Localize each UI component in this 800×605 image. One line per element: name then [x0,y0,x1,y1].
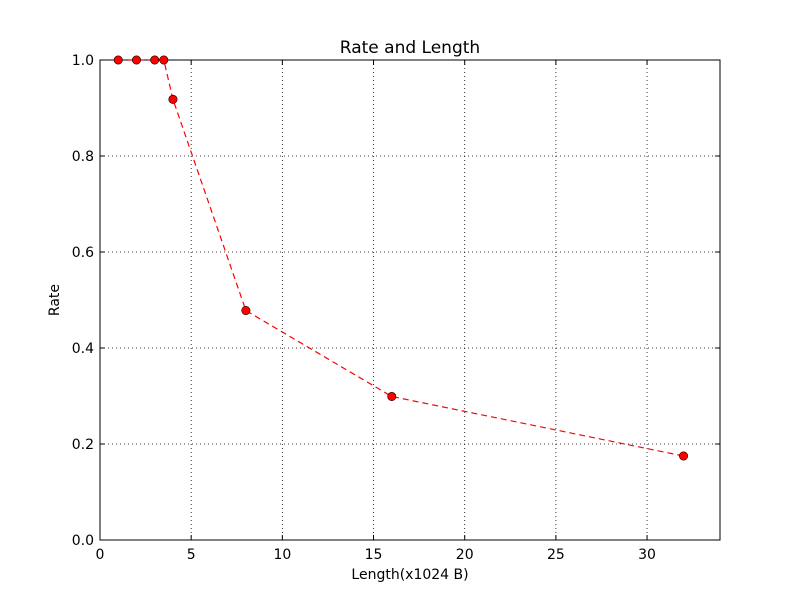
x-tick-label: 5 [187,547,196,563]
series-group [113,55,689,461]
x-tick-label: 20 [456,547,474,563]
x-tick-label: 15 [365,547,383,563]
plot-area [99,59,721,541]
data-point [159,55,169,65]
y-tick-label: 0.4 [72,341,94,357]
x-tick-label: 0 [96,547,105,563]
data-point [241,306,251,316]
x-tick-label: 10 [273,547,291,563]
ticks: 0 5 10 15 20 25 30 0.0 0.2 0.4 0.6 0.8 1.0 [72,53,720,563]
data-point [387,391,397,401]
data-point [679,451,689,461]
y-tick-label: 0.0 [72,533,94,549]
chart-title: Rate and Length [340,38,480,58]
data-point [131,55,141,65]
data-point [150,55,160,65]
grid [100,60,720,540]
x-tick-label: 30 [638,547,656,563]
data-point [113,55,123,65]
x-tick-label: 25 [547,547,565,563]
y-axis-label: Rate [47,284,63,316]
y-tick-label: 0.6 [72,245,94,261]
series-line [118,59,684,457]
data-point [168,94,178,104]
y-tick-label: 0.2 [72,437,94,453]
y-tick-label: 0.8 [72,149,94,165]
y-tick-label: 1.0 [72,53,94,69]
x-axis-label: Length(x1024 B) [351,567,468,583]
